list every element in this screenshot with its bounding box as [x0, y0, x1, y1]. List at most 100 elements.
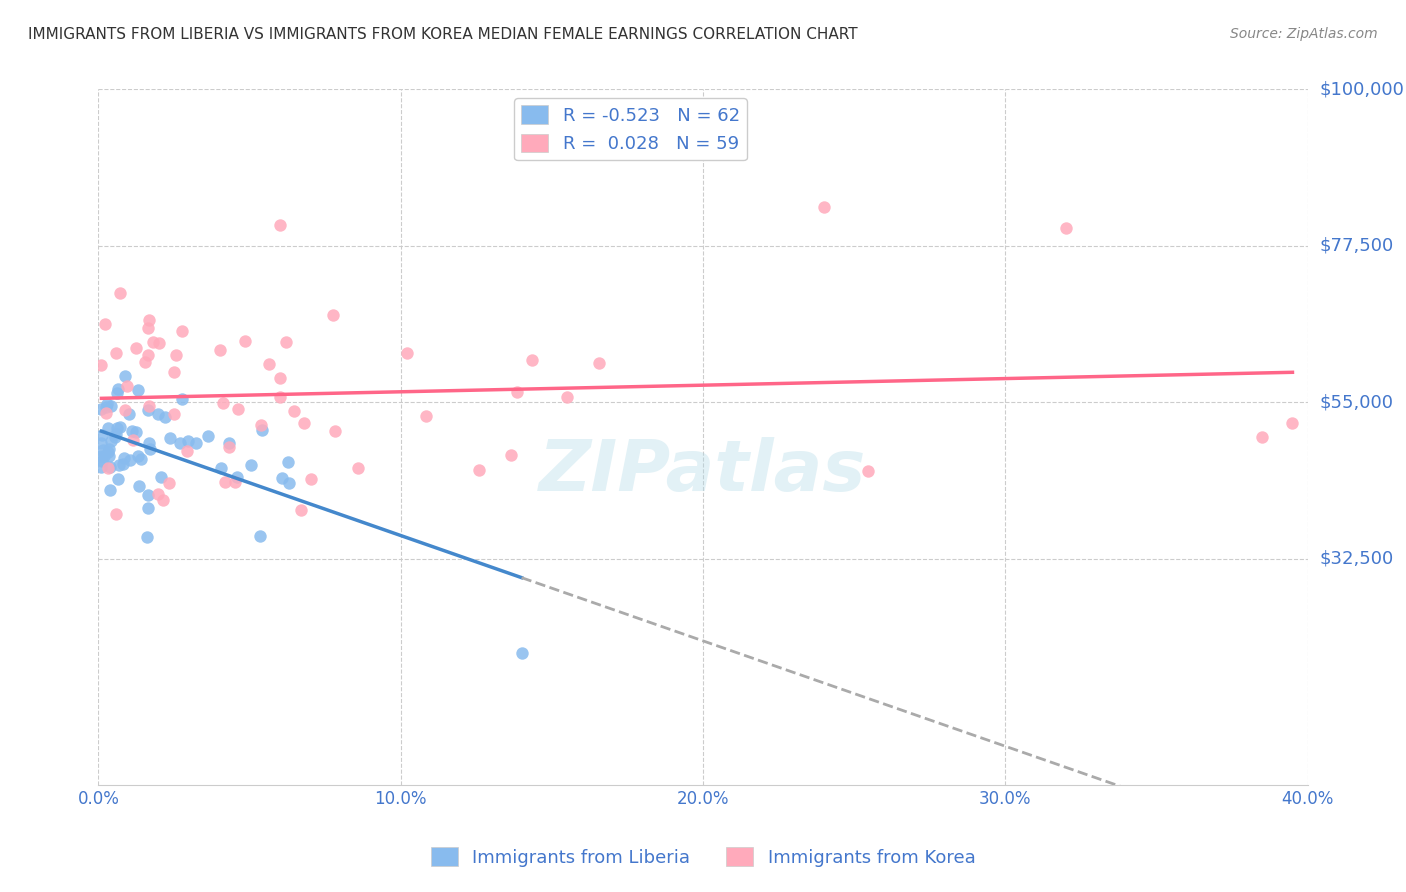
- Point: [97, 442, 120, 457]
- Point: [468, 463, 491, 477]
- Point: [1251, 430, 1274, 444]
- Point: [269, 370, 291, 384]
- Point: [90, 454, 112, 468]
- Point: [94, 400, 117, 414]
- Point: [269, 390, 291, 404]
- Point: [290, 503, 312, 517]
- Point: [125, 341, 148, 355]
- Point: [90, 449, 112, 463]
- Text: $100,000: $100,000: [1320, 80, 1405, 98]
- Point: [97, 420, 120, 434]
- Point: [856, 464, 879, 478]
- Point: [127, 449, 149, 463]
- Point: [240, 458, 263, 472]
- Point: [114, 369, 136, 384]
- Point: [112, 450, 135, 465]
- Point: [100, 434, 122, 448]
- Point: [96, 397, 118, 411]
- Point: [506, 385, 529, 400]
- Point: [138, 403, 160, 417]
- Point: [97, 445, 120, 459]
- Point: [134, 355, 156, 369]
- Point: [152, 493, 174, 508]
- Point: [93, 442, 115, 457]
- Point: [177, 434, 200, 449]
- Point: [138, 399, 160, 413]
- Legend: R = -0.523   N = 62, R =  0.028   N = 59: R = -0.523 N = 62, R = 0.028 N = 59: [515, 98, 747, 161]
- Point: [214, 475, 236, 489]
- Point: [323, 424, 346, 438]
- Point: [105, 421, 128, 435]
- Text: $32,500: $32,500: [1320, 549, 1393, 568]
- Point: [299, 472, 322, 486]
- Text: $55,000: $55,000: [1320, 393, 1393, 411]
- Point: [499, 449, 522, 463]
- Point: [224, 475, 246, 489]
- Point: [209, 460, 232, 475]
- Point: [813, 201, 835, 215]
- Point: [136, 488, 159, 502]
- Point: [122, 433, 145, 447]
- Text: Source: ZipAtlas.com: Source: ZipAtlas.com: [1230, 27, 1378, 41]
- Point: [510, 646, 533, 660]
- Point: [292, 417, 315, 431]
- Point: [131, 451, 153, 466]
- Point: [184, 436, 207, 450]
- Point: [163, 365, 186, 379]
- Point: [104, 507, 127, 521]
- Point: [127, 383, 149, 397]
- Point: [90, 436, 112, 450]
- Point: [520, 352, 543, 367]
- Point: [218, 440, 240, 454]
- Point: [91, 427, 114, 442]
- Point: [139, 442, 162, 456]
- Point: [165, 348, 187, 362]
- Point: [277, 455, 299, 469]
- Point: [105, 346, 128, 360]
- Point: [104, 430, 127, 444]
- Point: [159, 431, 181, 445]
- Point: [172, 392, 194, 406]
- Point: [90, 358, 112, 372]
- Point: [107, 458, 129, 473]
- Point: [148, 335, 170, 350]
- Point: [212, 396, 235, 410]
- Point: [218, 436, 240, 450]
- Point: [157, 475, 180, 490]
- Point: [197, 429, 219, 443]
- Point: [257, 357, 280, 371]
- Point: [169, 436, 191, 450]
- Text: $77,500: $77,500: [1320, 236, 1393, 255]
- Point: [269, 218, 291, 232]
- Point: [97, 461, 120, 475]
- Point: [235, 334, 257, 348]
- Point: [162, 407, 184, 421]
- Point: [276, 335, 298, 350]
- Point: [93, 449, 115, 463]
- Point: [118, 453, 141, 467]
- Point: [250, 424, 273, 438]
- Point: [322, 308, 344, 322]
- Point: [112, 457, 135, 471]
- Point: [98, 483, 121, 497]
- Point: [94, 406, 117, 420]
- Point: [209, 343, 232, 357]
- Point: [249, 417, 271, 432]
- Point: [138, 436, 160, 450]
- Point: [270, 471, 292, 485]
- Point: [146, 487, 169, 501]
- Legend: Immigrants from Liberia, Immigrants from Korea: Immigrants from Liberia, Immigrants from…: [423, 840, 983, 874]
- Point: [118, 408, 141, 422]
- Point: [90, 402, 112, 417]
- Point: [107, 472, 129, 486]
- Point: [105, 386, 128, 401]
- Point: [278, 475, 301, 490]
- Point: [136, 348, 159, 362]
- Point: [1281, 416, 1303, 430]
- Point: [141, 335, 163, 350]
- Point: [128, 479, 150, 493]
- Text: IMMIGRANTS FROM LIBERIA VS IMMIGRANTS FROM KOREA MEDIAN FEMALE EARNINGS CORRELAT: IMMIGRANTS FROM LIBERIA VS IMMIGRANTS FR…: [28, 27, 858, 42]
- Point: [107, 382, 129, 396]
- Point: [110, 286, 132, 301]
- Point: [108, 420, 131, 434]
